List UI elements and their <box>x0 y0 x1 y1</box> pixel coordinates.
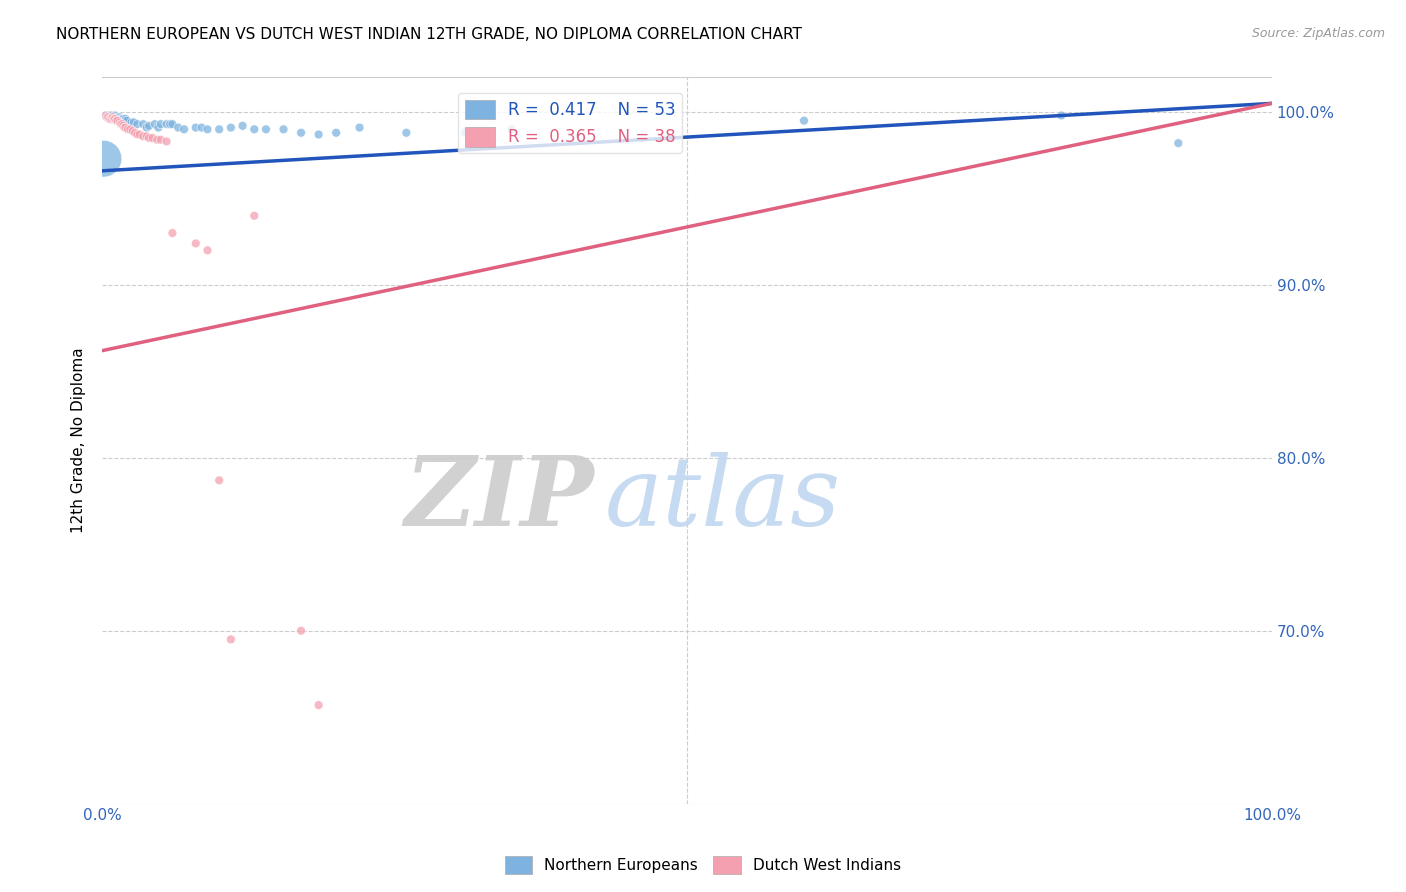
Point <box>114 120 136 135</box>
Point <box>197 244 219 258</box>
Point <box>135 129 157 144</box>
Legend: R =  0.417    N = 53, R =  0.365    N = 38: R = 0.417 N = 53, R = 0.365 N = 38 <box>458 93 682 153</box>
Point <box>197 122 219 136</box>
Point <box>112 112 135 126</box>
Point <box>141 131 163 145</box>
Point <box>135 120 157 135</box>
Point <box>127 117 149 131</box>
Point <box>143 117 166 131</box>
Point <box>162 226 184 240</box>
Point <box>167 120 190 135</box>
Point <box>219 632 242 647</box>
Point <box>173 122 195 136</box>
Point <box>325 126 347 140</box>
Point <box>98 108 121 122</box>
Point <box>105 112 128 126</box>
Point <box>138 131 160 145</box>
Point <box>162 117 184 131</box>
Point <box>184 120 207 135</box>
Point <box>100 112 122 126</box>
Point <box>208 122 231 136</box>
Point <box>94 108 117 122</box>
Point <box>232 119 254 133</box>
Point <box>190 120 212 135</box>
Point <box>114 113 136 128</box>
Point <box>121 124 143 138</box>
Point <box>349 120 371 135</box>
Point <box>111 117 134 131</box>
Point <box>219 120 242 135</box>
Text: atlas: atlas <box>605 451 841 546</box>
Point <box>138 119 160 133</box>
Point <box>501 122 523 136</box>
Point <box>96 110 118 124</box>
Point <box>132 129 155 144</box>
Point <box>114 120 136 135</box>
Point <box>124 126 146 140</box>
Point <box>148 120 170 135</box>
Point <box>155 117 177 131</box>
Point <box>107 112 129 126</box>
Point <box>112 119 135 133</box>
Point <box>101 110 124 124</box>
Point <box>290 126 312 140</box>
Point <box>108 110 131 124</box>
Point <box>94 108 117 122</box>
Point <box>132 117 155 131</box>
Point <box>107 110 129 124</box>
Point <box>308 128 330 142</box>
Point <box>100 112 122 126</box>
Text: Source: ZipAtlas.com: Source: ZipAtlas.com <box>1251 27 1385 40</box>
Point <box>105 113 128 128</box>
Point <box>110 112 132 126</box>
Point <box>104 112 127 126</box>
Point <box>149 133 172 147</box>
Point <box>120 122 142 136</box>
Point <box>254 122 277 136</box>
Point <box>117 122 139 136</box>
Point <box>184 236 207 251</box>
Point <box>1050 108 1073 122</box>
Point <box>243 209 266 223</box>
Point <box>103 112 125 126</box>
Point <box>146 133 169 147</box>
Text: ZIP: ZIP <box>404 451 593 546</box>
Point <box>103 110 125 124</box>
Point <box>107 113 129 128</box>
Point <box>127 128 149 142</box>
Point <box>97 108 120 122</box>
Y-axis label: 12th Grade, No Diploma: 12th Grade, No Diploma <box>72 348 86 533</box>
Point <box>308 698 330 712</box>
Point <box>114 112 136 126</box>
Point <box>155 135 177 149</box>
Point <box>111 112 134 126</box>
Point <box>149 117 172 131</box>
Point <box>96 110 118 124</box>
Point <box>120 115 142 129</box>
Point <box>793 113 815 128</box>
Point <box>98 112 121 126</box>
Point <box>100 110 122 124</box>
Point <box>243 122 266 136</box>
Legend: Northern Europeans, Dutch West Indians: Northern Europeans, Dutch West Indians <box>499 850 907 880</box>
Point <box>395 126 418 140</box>
Point <box>1167 136 1189 150</box>
Point <box>208 473 231 487</box>
Point <box>104 108 127 122</box>
Point <box>101 110 124 124</box>
Point <box>97 110 120 124</box>
Point <box>115 113 138 128</box>
Point <box>290 624 312 638</box>
Point <box>122 115 145 129</box>
Point <box>128 128 150 142</box>
Point <box>159 117 181 131</box>
Point <box>454 126 477 140</box>
Text: NORTHERN EUROPEAN VS DUTCH WEST INDIAN 12TH GRADE, NO DIPLOMA CORRELATION CHART: NORTHERN EUROPEAN VS DUTCH WEST INDIAN 1… <box>56 27 801 42</box>
Point <box>100 108 122 122</box>
Point <box>273 122 295 136</box>
Point <box>93 152 115 166</box>
Point <box>108 115 131 129</box>
Point <box>110 117 132 131</box>
